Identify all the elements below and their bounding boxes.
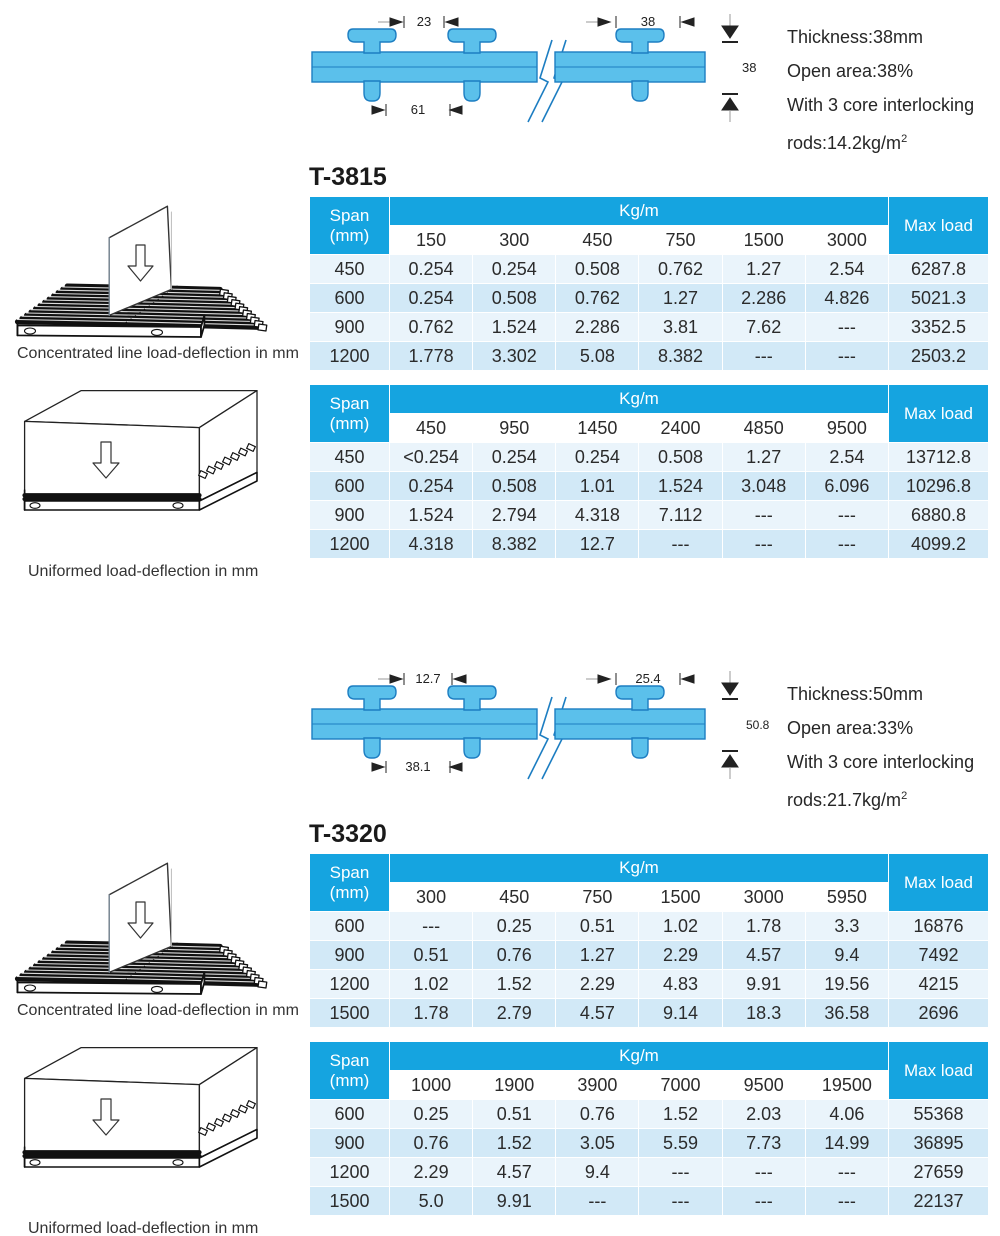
svg-text:38: 38 [742, 60, 756, 75]
svg-text:38.1: 38.1 [405, 759, 430, 774]
svg-text:50.8: 50.8 [746, 718, 770, 732]
svg-text:12.7: 12.7 [415, 671, 440, 686]
svg-text:23: 23 [417, 14, 431, 29]
svg-text:61: 61 [411, 102, 425, 117]
svg-text:25.4: 25.4 [635, 671, 660, 686]
svg-text:38: 38 [641, 14, 655, 29]
